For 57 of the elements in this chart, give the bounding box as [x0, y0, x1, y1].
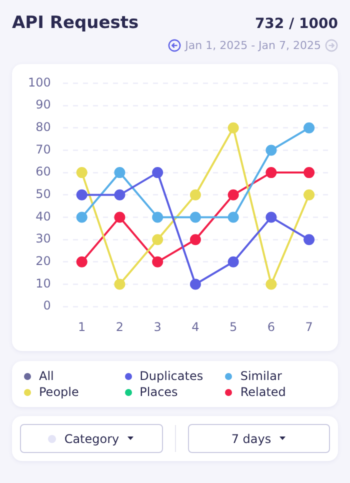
- x-tick-label: 1: [78, 320, 86, 334]
- y-tick-label: 80: [36, 120, 51, 134]
- point: [76, 167, 88, 178]
- y-tick-label: 30: [36, 232, 51, 246]
- y-tick-label: 40: [36, 209, 51, 224]
- y-tick-label: 70: [36, 142, 51, 156]
- y-tick-label: 100: [28, 75, 51, 90]
- point: [304, 189, 315, 200]
- point: [304, 167, 315, 178]
- point: [76, 212, 88, 223]
- point: [152, 212, 164, 223]
- point: [304, 122, 315, 134]
- point: [266, 167, 277, 178]
- point: [266, 212, 277, 223]
- point: [266, 278, 277, 290]
- x-tick-label: 4: [192, 320, 200, 334]
- legend-label: People: [39, 385, 79, 399]
- y-tick-label: 60: [36, 164, 51, 179]
- text: Category: [64, 432, 120, 446]
- point: [228, 212, 239, 223]
- text: 7 days: [231, 432, 272, 446]
- x-tick-label: 6: [267, 320, 276, 334]
- point: [228, 256, 239, 268]
- point: [76, 256, 88, 268]
- point: [266, 144, 277, 156]
- legend-label: Similar: [240, 369, 282, 383]
- point: [152, 234, 164, 246]
- point: [228, 189, 239, 200]
- x-tick-label: 5: [230, 320, 238, 334]
- x-tick-label: 2: [116, 320, 124, 334]
- y-tick-label: 10: [36, 276, 51, 290]
- point: [190, 212, 201, 223]
- x-tick-label: 7: [305, 320, 313, 334]
- point: [190, 189, 201, 200]
- point: [114, 189, 126, 200]
- point: [114, 278, 126, 290]
- point: [190, 234, 201, 246]
- x-tick-label: 3: [154, 320, 162, 334]
- point: [228, 122, 239, 134]
- y-tick-label: 0: [43, 298, 51, 313]
- legend-label: Related: [240, 385, 286, 399]
- legend-label: Duplicates: [140, 369, 204, 383]
- point: [76, 189, 88, 200]
- point: [152, 167, 164, 178]
- point: [304, 234, 315, 246]
- point: [152, 256, 164, 268]
- legend-label: All: [39, 369, 54, 383]
- point: [114, 212, 126, 223]
- y-tick-label: 50: [36, 187, 51, 202]
- chart-title: API Requests: [12, 13, 139, 33]
- y-tick-label: 90: [36, 98, 51, 112]
- legend-label: Places: [140, 385, 178, 399]
- text: 732 / 1000: [254, 16, 338, 32]
- point: [114, 167, 126, 178]
- point: [190, 278, 201, 290]
- chart-subtitle: Jan 1, 2025 - Jan 7, 2025: [185, 39, 321, 52]
- y-tick-label: 20: [36, 254, 51, 268]
